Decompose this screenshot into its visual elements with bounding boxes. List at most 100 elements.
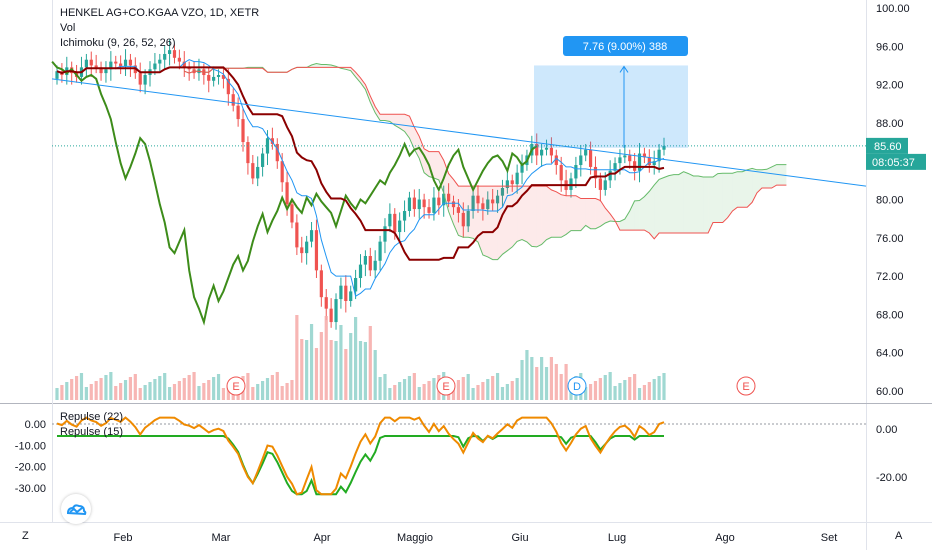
volume-bar [530,357,534,400]
cloud-segment [752,168,758,203]
candle-body [123,59,128,67]
volume-bar [491,376,495,400]
volume-bar [613,386,617,400]
candle-body [481,203,485,210]
volume-bar [305,340,309,400]
candles-group [55,39,666,330]
volume-bar [74,376,79,400]
dividend-marker-label: D [573,381,581,393]
cloud-segment [458,186,464,238]
cloud-segment [737,171,743,208]
candle-body [280,161,284,183]
volume-bar [623,380,627,400]
cloud-segment [580,198,586,231]
candle-body [422,199,426,208]
candle-body [290,204,294,223]
candle-body [94,65,98,68]
cloud-segment [644,191,650,234]
volume-bar [319,332,323,400]
volume-bar [119,383,123,400]
volume-bar [270,375,274,400]
trend-line [51,78,867,187]
cloud-segment [409,116,415,150]
price-tick-label: 76.00 [876,233,904,245]
cloud-segment [595,198,601,229]
cloud-segment [526,186,532,247]
cloud-segment [688,173,694,234]
candle-body [305,241,309,254]
repulse-22-legend: Repulse (22) [60,411,123,423]
cloud-segment [761,169,767,189]
candle-body [241,119,245,143]
cloud-segment [629,200,635,231]
candle-body [662,145,666,150]
candle-body [520,165,524,173]
volume-bar [309,324,314,400]
volume-bar [280,386,284,400]
volume-bar [163,373,167,400]
candle-body [153,63,157,70]
volume-bar [642,385,647,400]
candle-body [505,180,509,189]
candle-body [309,230,314,242]
candle-body [393,213,397,233]
volume-bar [251,387,255,400]
cloud-segment [389,114,395,126]
volume-bar [290,380,294,400]
cloud-segment [561,194,567,238]
volume-bar [363,342,367,400]
volume-bar [432,378,436,400]
time-axis-border [0,522,932,523]
cloud-segment [419,136,425,173]
cloud-segment [649,185,655,239]
candle-body [163,53,167,60]
volume-bar [476,385,480,400]
auto-scale-button[interactable]: A [895,530,903,542]
candle-body [486,199,490,210]
cloud-segment [370,96,376,113]
price-tick-label: 100.00 [876,3,910,15]
volume-bar [285,383,289,400]
cloud-segment [678,171,684,234]
earnings-marker [736,376,756,396]
volume-bar [540,357,544,400]
volume-bar [212,377,216,400]
volume-bar [275,372,279,400]
candle-body [378,241,382,261]
volume-bar [358,341,363,400]
tradingview-logo[interactable] [61,494,91,524]
volume-bar [295,315,299,400]
price-tick-label: 96.00 [876,41,904,53]
volume-bar [544,367,549,400]
cloud-segment [703,176,709,234]
candle-body [226,78,230,95]
volume-bar [486,379,490,400]
earnings-marker-label: E [742,381,749,393]
volume-bar [226,385,230,400]
candle-body [128,59,133,66]
cloud-segment [536,186,542,247]
candle-body [207,75,211,81]
volume-bar [158,376,162,400]
cloud-segment [468,186,474,239]
candle-body [647,157,651,166]
candle-body [231,94,235,106]
cloud-segment [531,186,537,247]
repulse-left-tick: -10.00 [15,440,46,452]
candle-body [608,170,612,181]
time-tick-label: Mar [212,532,231,544]
cloud-segment [766,166,772,189]
repulse-15-legend: Repulse (15) [60,426,123,438]
candle-body [138,73,142,85]
earnings-marker [436,376,456,396]
volume-bar [182,378,186,400]
cloud-segment [375,106,381,121]
candle-body [412,197,416,210]
volume-bar [60,385,64,400]
repulse-left-tick: -20.00 [15,462,46,474]
volume-bar [260,381,265,400]
zoom-button[interactable]: Z [22,530,29,542]
cloud-segment [693,176,699,234]
volume-bar [500,387,505,400]
